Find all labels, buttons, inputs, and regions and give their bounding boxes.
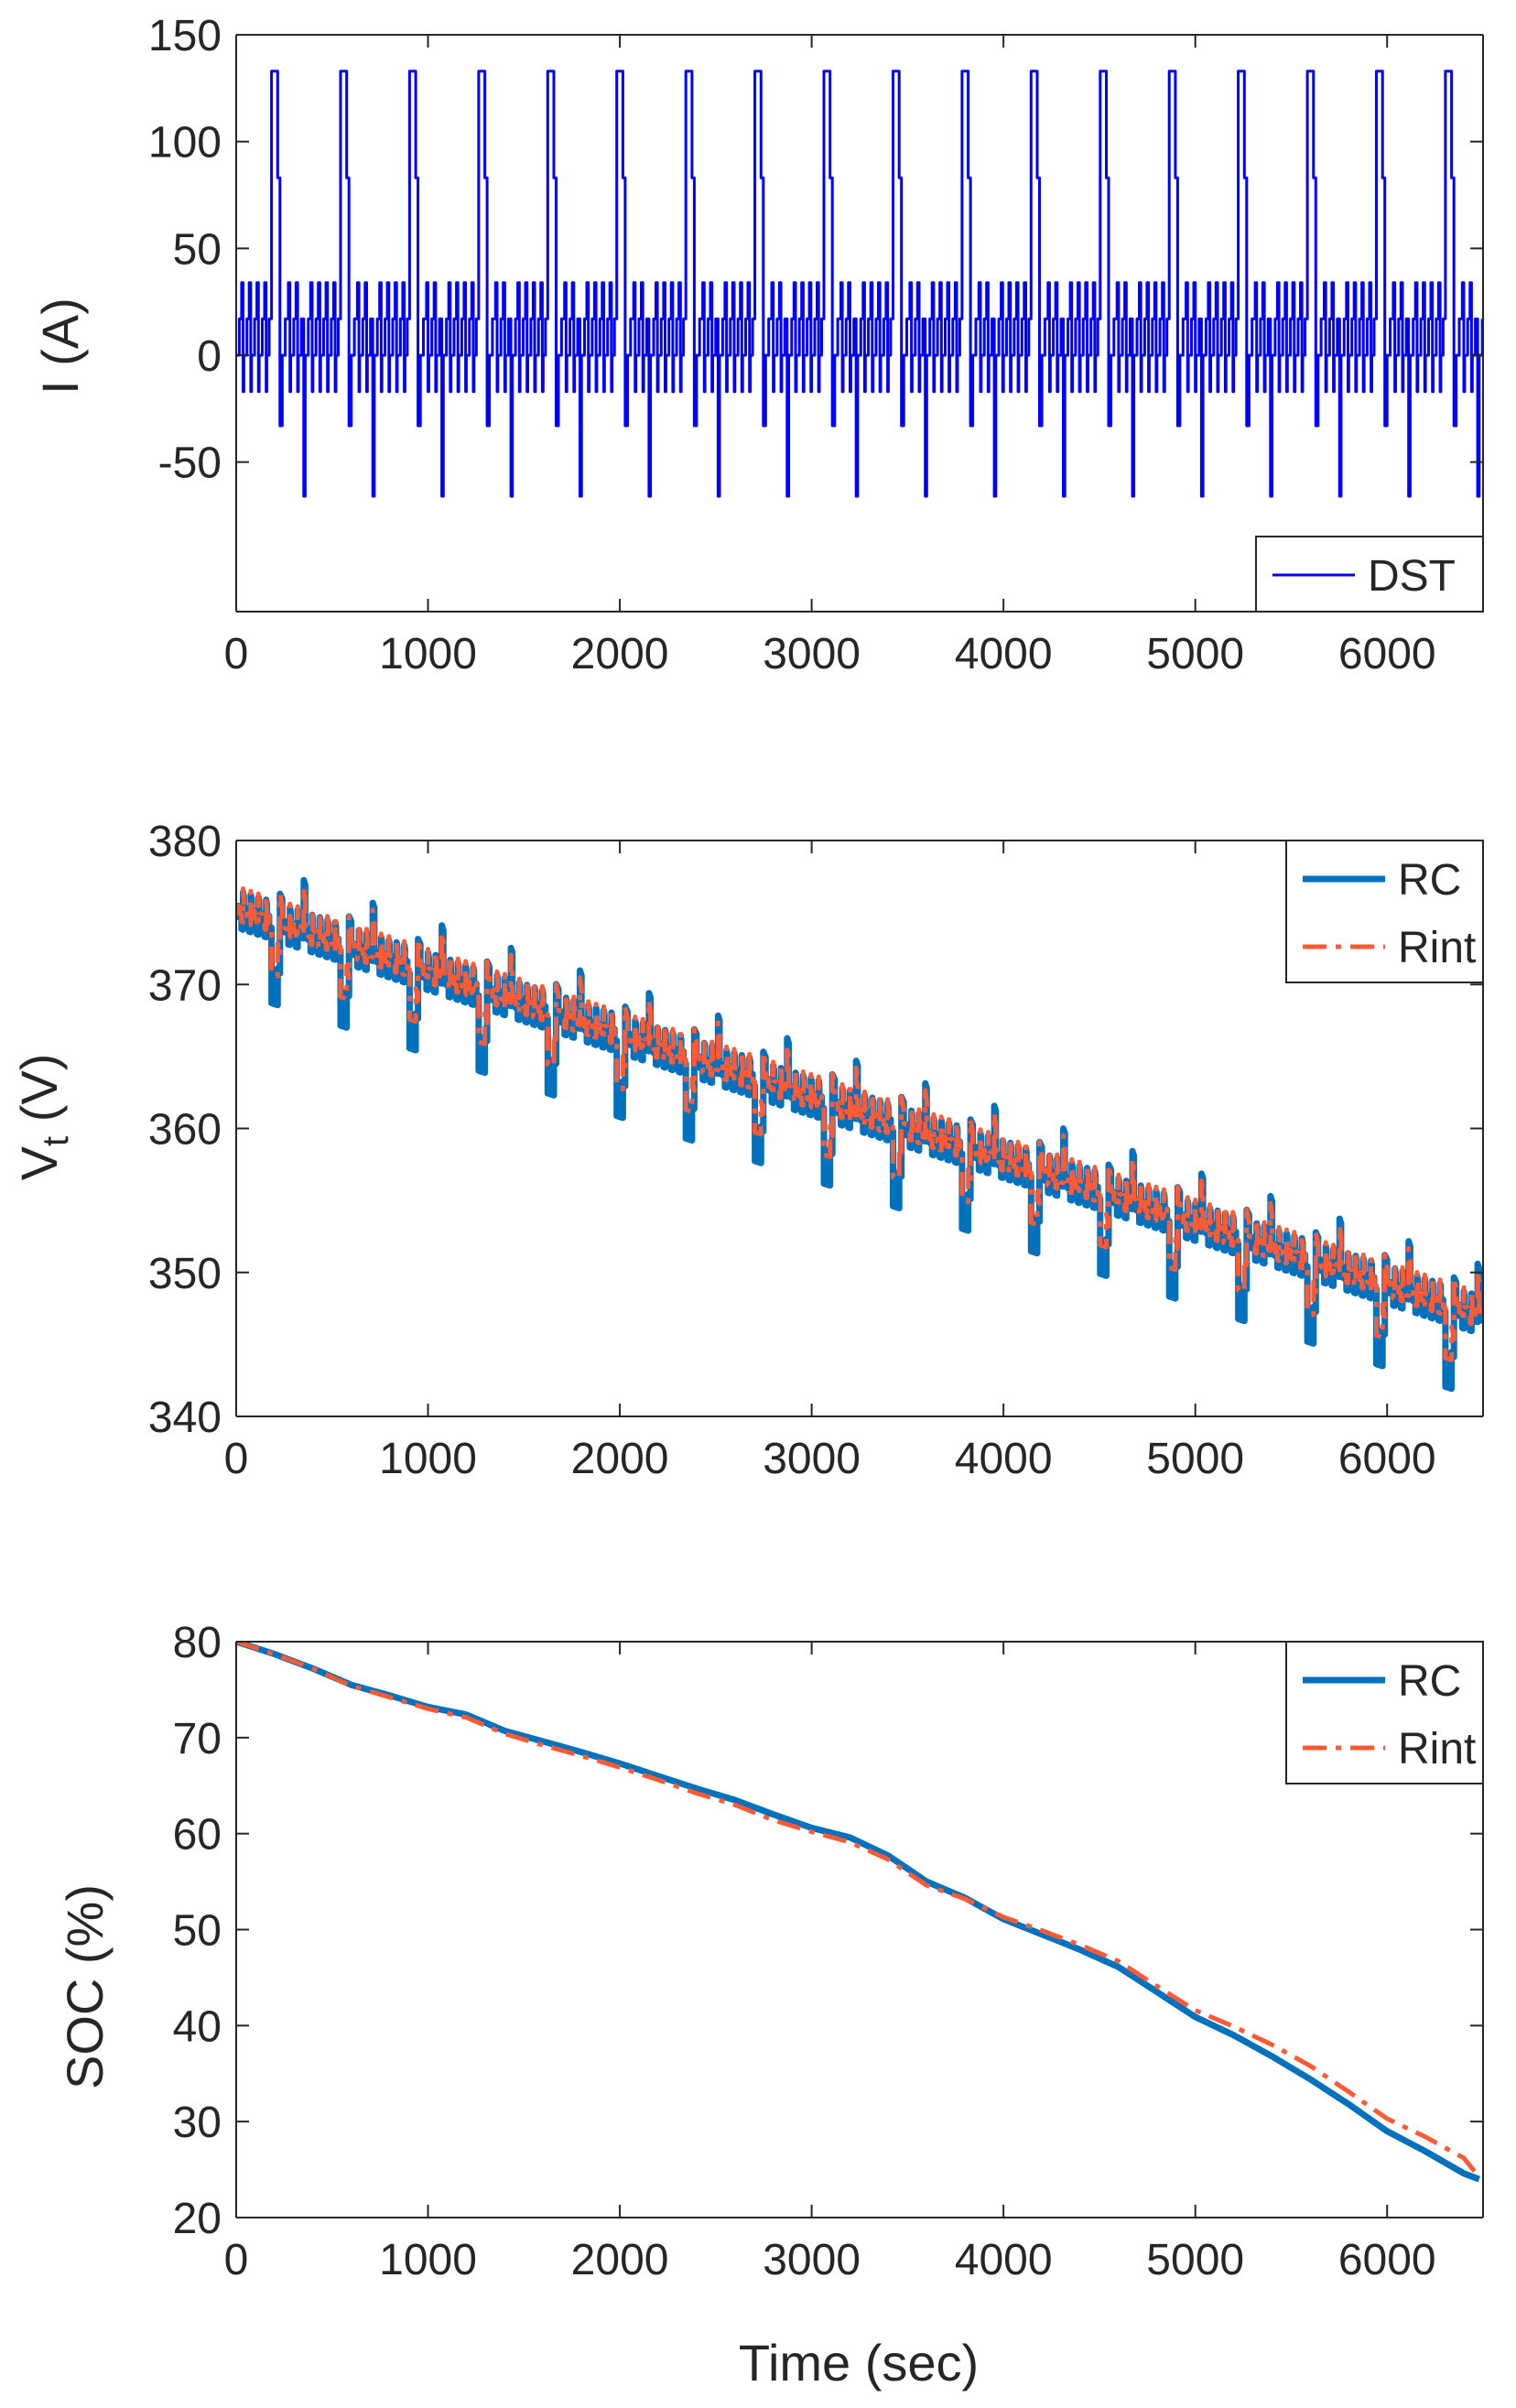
voltage-y-tick-label: 380 xyxy=(148,818,222,866)
current-series-dst-line xyxy=(236,70,1483,498)
soc-y-tick-label: 30 xyxy=(173,2099,222,2147)
voltage-legend-label-rc: RC xyxy=(1398,856,1461,905)
current-y-axis-label-main: I (A) xyxy=(31,298,89,395)
current-x-tick-label: 0 xyxy=(224,630,249,678)
voltage-x-tick-label: 3000 xyxy=(763,1435,861,1483)
soc-y-tick-label: 50 xyxy=(173,1907,222,1956)
current-x-tick-label: 6000 xyxy=(1338,630,1436,678)
voltage-x-tick-label: 4000 xyxy=(955,1435,1053,1483)
soc-legend: RC Rint xyxy=(1285,1641,1484,1784)
voltage-y-tick-label: 340 xyxy=(148,1394,222,1442)
current-y-tick-label: 100 xyxy=(148,119,222,168)
soc-y-tick-label: 60 xyxy=(173,1811,222,1860)
soc-y-tick-label: 20 xyxy=(173,2195,222,2243)
soc-x-tick-label: 2000 xyxy=(571,2236,669,2284)
current-legend: DST xyxy=(1255,536,1484,613)
soc-x-tick-label: 3000 xyxy=(763,2236,861,2284)
soc-legend-box xyxy=(1285,1641,1484,1784)
soc-legend-label-rint: Rint xyxy=(1398,1725,1476,1773)
current-panel: I (A) 0 1000 2000 3000 4000 5000 6000 -50 0 50 100… xyxy=(31,12,1484,678)
soc-y-tick-label: 80 xyxy=(173,1619,222,1667)
voltage-y-tick-label: 350 xyxy=(148,1250,222,1298)
voltage-x-tick-label: 5000 xyxy=(1146,1435,1244,1483)
current-legend-label-dst: DST xyxy=(1368,552,1456,601)
voltage-x-tick-label: 0 xyxy=(224,1435,249,1483)
voltage-x-tick-label: 1000 xyxy=(379,1435,477,1483)
soc-x-tick-label: 4000 xyxy=(955,2236,1053,2284)
soc-y-axis-label-main: SOC (%) xyxy=(56,1884,114,2089)
voltage-x-tick-label: 6000 xyxy=(1338,1435,1436,1483)
current-y-tick-label: 50 xyxy=(173,225,222,274)
soc-y-tick-label: 70 xyxy=(173,1715,222,1763)
voltage-legend-label-rint: Rint xyxy=(1398,924,1476,972)
current-y-axis-label: I (A) xyxy=(31,298,89,395)
voltage-y-tick-label: 360 xyxy=(148,1106,222,1155)
voltage-y-axis-label-unit: (V) xyxy=(10,1054,68,1136)
voltage-panel: Vt (V) 0 1000 2000 3000 4000 5000 6000 340 350 36… xyxy=(10,818,1484,1483)
current-x-tick-label: 4000 xyxy=(955,630,1053,678)
soc-x-tick-label: 5000 xyxy=(1146,2236,1244,2284)
soc-legend-label-rc: RC xyxy=(1398,1657,1461,1706)
voltage-y-tick-label: 370 xyxy=(148,961,222,1010)
voltage-y-axis-label-subscript: t xyxy=(36,1136,76,1146)
voltage-legend: RC Rint xyxy=(1285,840,1484,983)
voltage-series-rint-line xyxy=(236,884,1483,1362)
voltage-x-tick-label: 2000 xyxy=(571,1435,669,1483)
x-axis-label: Time (sec) xyxy=(739,2334,979,2392)
soc-x-tick-label: 6000 xyxy=(1338,2236,1436,2284)
soc-y-axis-label: SOC (%) xyxy=(56,1884,114,2089)
current-x-tick-label: 5000 xyxy=(1146,630,1244,678)
soc-series-rc-line xyxy=(236,1642,1481,2183)
current-y-tick-label: -50 xyxy=(158,439,222,488)
voltage-y-axis-label-main: V xyxy=(10,1145,68,1180)
soc-panel: SOC (%) 0 1000 2000 3000 4000 5000 6000 20 30 40 5… xyxy=(56,1619,1484,2284)
soc-x-tick-label: 0 xyxy=(224,2236,249,2284)
current-y-tick-label: 0 xyxy=(197,332,222,381)
soc-series-rint-line xyxy=(236,1642,1481,2179)
current-x-tick-label: 1000 xyxy=(379,630,477,678)
current-x-tick-label: 3000 xyxy=(763,630,861,678)
voltage-y-axis-label: Vt (V) xyxy=(10,1054,76,1181)
voltage-legend-box xyxy=(1285,840,1484,983)
current-y-tick-label: 150 xyxy=(148,12,222,60)
soc-y-tick-label: 40 xyxy=(173,2002,222,2051)
soc-x-tick-label: 1000 xyxy=(379,2236,477,2284)
current-x-tick-label: 2000 xyxy=(571,630,669,678)
